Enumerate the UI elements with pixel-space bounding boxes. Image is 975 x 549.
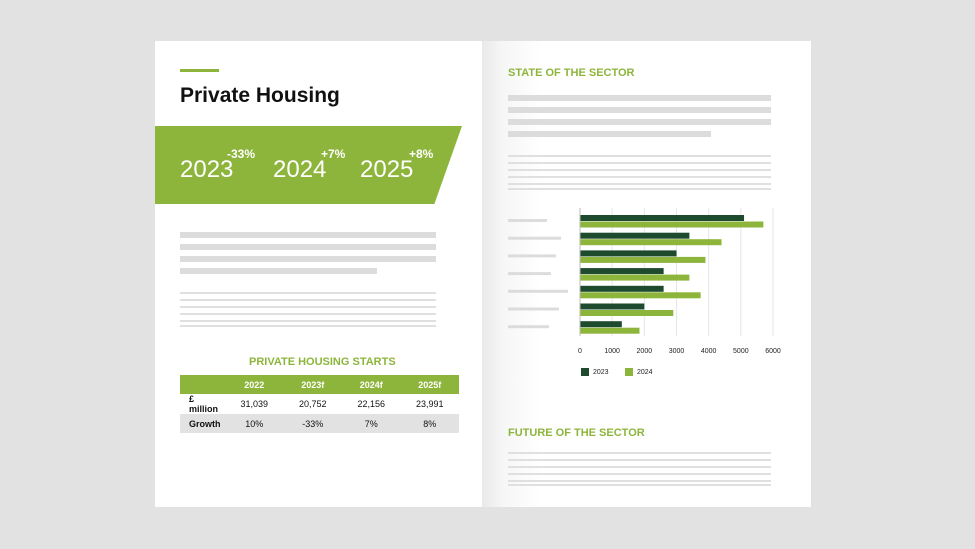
- x-tick-label: 5000: [733, 348, 749, 355]
- table-cell: -33%: [283, 414, 342, 433]
- table-cell: 20,752: [298, 399, 327, 409]
- text-placeholder: [180, 256, 436, 262]
- text-line-placeholder: [508, 169, 771, 171]
- table-header-cell: 2024f: [342, 375, 401, 394]
- bar-2024: [580, 292, 701, 299]
- category-label-placeholder: [508, 307, 559, 311]
- bar-2023: [580, 321, 622, 328]
- x-tick-label: 2000: [637, 348, 653, 355]
- x-tick-label: 3000: [669, 348, 685, 355]
- category-label-placeholder: [508, 272, 551, 276]
- table-cell: 22,156: [357, 399, 386, 409]
- text-placeholder: [180, 232, 436, 238]
- forecast-year-2024: 2024: [273, 156, 327, 183]
- legend-label-2024: 2024: [637, 369, 653, 376]
- text-placeholder: [180, 244, 436, 250]
- category-label-placeholder: [508, 325, 549, 329]
- text-line-placeholder: [508, 459, 771, 461]
- legend-label-2023: 2023: [593, 369, 609, 376]
- table-cell: 23,991: [415, 399, 444, 409]
- bar-2024: [580, 327, 640, 334]
- row-label: Growth: [180, 414, 225, 433]
- text-line-placeholder: [508, 480, 771, 482]
- horizontal-bar-chart: 0 1000 2000 3000 4000 5000 6000: [508, 208, 781, 355]
- forecast-change-2025: +8%: [409, 147, 434, 161]
- table-cell: 8%: [400, 414, 459, 433]
- text-line-placeholder: [180, 320, 436, 322]
- table-title: PRIVATE HOUSING STARTS: [249, 356, 396, 368]
- bar-2024: [580, 256, 706, 263]
- table-header-row: 2022 2023f 2024f 2025f: [180, 375, 459, 394]
- forecast-year-2025: 2025: [360, 156, 414, 183]
- category-label-placeholder: [508, 289, 568, 293]
- bar-2024: [580, 274, 690, 281]
- text-placeholder: [508, 119, 771, 125]
- table-cell: 7%: [342, 414, 401, 433]
- text-line-placeholder: [508, 466, 771, 468]
- text-line-placeholder: [508, 452, 771, 454]
- bar-2024: [580, 239, 722, 246]
- table-cell: 10%: [225, 414, 284, 433]
- forecast-year-2023: 2023: [180, 156, 234, 183]
- forecast-change-2024: +7%: [321, 147, 346, 161]
- bar-2023: [580, 303, 645, 310]
- text-line-placeholder: [508, 183, 771, 185]
- bar-2024: [580, 221, 764, 228]
- row-label: £ million: [189, 394, 218, 414]
- x-tick-label: 6000: [765, 348, 781, 355]
- table-cell: 31,039: [240, 399, 269, 409]
- text-line-placeholder: [180, 313, 436, 315]
- bar-2023: [580, 268, 664, 275]
- x-tick-label: 0: [578, 348, 582, 355]
- table-header-cell: [180, 375, 225, 394]
- category-label-placeholder: [508, 219, 547, 222]
- table-row: Growth 10% -33% 7% 8%: [180, 414, 459, 433]
- category-label-placeholder: [508, 236, 561, 240]
- text-line-placeholder: [180, 292, 436, 294]
- forecast-banner: [155, 126, 462, 204]
- forecast-change-2023: -33%: [227, 147, 256, 161]
- category-label-placeholder: [508, 254, 556, 258]
- housing-starts-table: 2022 2023f 2024f 2025f £ million 31,039 …: [180, 375, 459, 433]
- text-line-placeholder: [508, 484, 771, 486]
- text-line-placeholder: [508, 473, 771, 475]
- text-line-placeholder: [180, 306, 436, 308]
- text-line-placeholder: [180, 325, 436, 327]
- legend-swatch-2023: [581, 368, 589, 376]
- text-line-placeholder: [180, 299, 436, 301]
- bar-2024: [580, 310, 674, 316]
- x-tick-label: 4000: [701, 348, 717, 355]
- text-line-placeholder: [508, 162, 771, 164]
- text-line-placeholder: [508, 176, 771, 178]
- x-tick-label: 1000: [604, 348, 620, 355]
- state-of-sector-heading: STATE OF THE SECTOR: [508, 67, 635, 79]
- table-header-cell: 2025f: [400, 375, 459, 394]
- left-page: Private Housing 2023 -33% 2024 +7% 2025 …: [155, 41, 482, 507]
- bar-2023: [580, 250, 677, 257]
- bar-2023: [580, 232, 690, 239]
- bar-2023: [580, 285, 664, 292]
- legend-swatch-2024: [625, 368, 633, 376]
- text-placeholder: [180, 268, 377, 274]
- page-title: Private Housing: [180, 84, 340, 107]
- text-placeholder: [508, 107, 771, 113]
- table-row: £ million 31,039 20,752 22,156 23,991: [180, 394, 459, 414]
- bar-2023: [580, 215, 745, 221]
- text-line-placeholder: [508, 155, 771, 157]
- table-header-cell: 2023f: [283, 375, 342, 394]
- table-header-cell: 2022: [225, 375, 284, 394]
- text-line-placeholder: [508, 188, 771, 190]
- accent-line: [180, 69, 219, 72]
- future-of-sector-heading: FUTURE OF THE SECTOR: [508, 427, 645, 439]
- text-placeholder: [508, 131, 711, 137]
- text-placeholder: [508, 95, 771, 101]
